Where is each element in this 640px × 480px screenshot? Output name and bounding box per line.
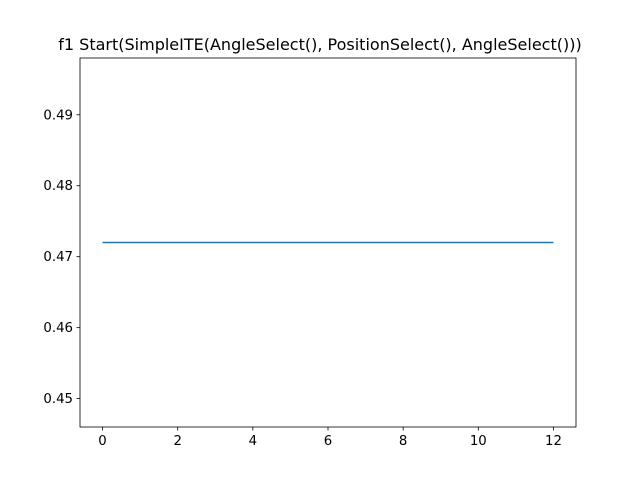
x-tick-label: 4 [249,434,257,449]
x-axis: 0 2 4 6 8 10 12 [98,427,562,449]
y-tick-label: 0.48 [43,179,73,194]
x-tick-label: 10 [470,434,487,449]
chart-title: f1 Start(SimpleITE(AngleSelect(), Positi… [58,35,581,54]
x-tick-label: 6 [324,434,332,449]
y-tick-label: 0.46 [43,321,73,336]
x-tick-label: 12 [545,434,562,449]
x-tick-label: 8 [399,434,407,449]
y-tick-label: 0.45 [43,392,73,407]
x-tick-label: 2 [173,434,181,449]
x-tick-label: 0 [98,434,106,449]
y-axis: 0.45 0.46 0.47 0.48 0.49 [43,108,80,407]
y-tick-label: 0.47 [43,250,73,265]
y-tick-label: 0.49 [43,108,73,123]
